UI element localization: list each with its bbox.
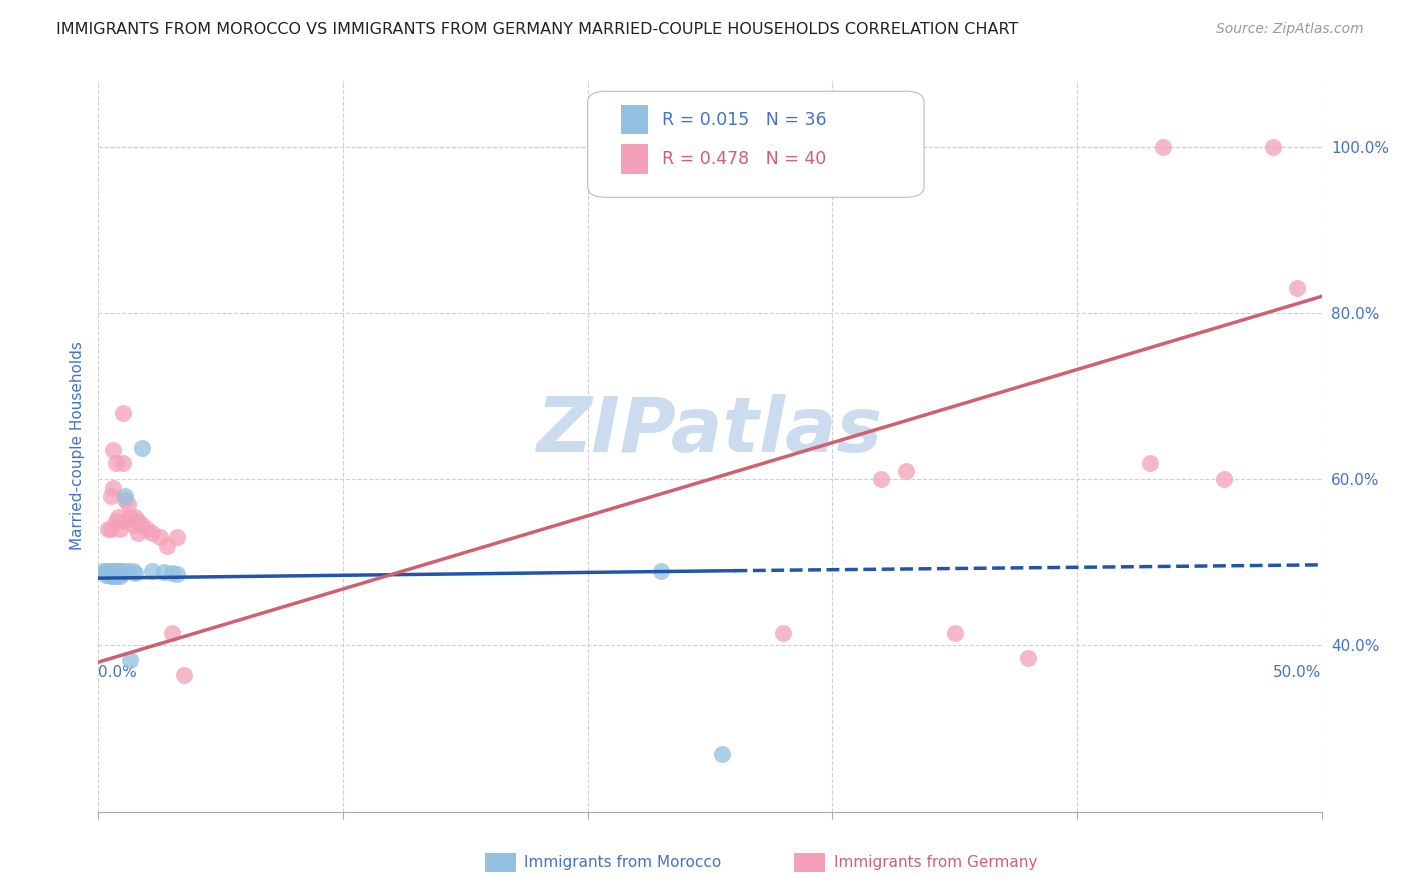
- Point: [160, 566, 183, 581]
- Point: [1152, 140, 1174, 154]
- Point: [160, 626, 183, 640]
- Point: [943, 626, 966, 640]
- Text: Immigrants from Morocco: Immigrants from Morocco: [524, 855, 721, 870]
- Point: [101, 564, 124, 578]
- Point: [104, 564, 127, 578]
- Text: Immigrants from Germany: Immigrants from Germany: [834, 855, 1038, 870]
- Point: [166, 567, 188, 582]
- Point: [100, 522, 122, 536]
- Point: [153, 566, 176, 580]
- Text: 50.0%: 50.0%: [1274, 665, 1322, 681]
- Point: [114, 493, 136, 508]
- Point: [117, 497, 139, 511]
- Point: [107, 566, 129, 580]
- Point: [772, 626, 794, 640]
- Point: [110, 522, 132, 536]
- Point: [136, 522, 159, 536]
- Point: [110, 564, 132, 578]
- Point: [97, 564, 120, 578]
- Point: [131, 441, 153, 455]
- Point: [121, 518, 143, 533]
- Y-axis label: Married-couple Households: Married-couple Households: [69, 342, 84, 550]
- Point: [104, 569, 127, 583]
- Point: [117, 564, 139, 578]
- Point: [127, 526, 149, 541]
- Point: [1261, 140, 1284, 154]
- Point: [1286, 281, 1309, 295]
- Point: [127, 514, 149, 528]
- Point: [166, 530, 188, 544]
- Point: [111, 456, 134, 470]
- Point: [110, 568, 132, 582]
- Bar: [620, 145, 648, 174]
- Point: [104, 566, 127, 580]
- Point: [107, 509, 129, 524]
- Point: [110, 564, 132, 578]
- Point: [100, 564, 122, 578]
- Text: R = 0.015   N = 36: R = 0.015 N = 36: [662, 111, 827, 128]
- Point: [100, 568, 122, 582]
- Point: [107, 564, 129, 578]
- Text: IMMIGRANTS FROM MOROCCO VS IMMIGRANTS FROM GERMANY MARRIED-COUPLE HOUSEHOLDS COR: IMMIGRANTS FROM MOROCCO VS IMMIGRANTS FR…: [56, 22, 1018, 37]
- Text: Source: ZipAtlas.com: Source: ZipAtlas.com: [1216, 22, 1364, 37]
- Point: [100, 489, 122, 503]
- Point: [1139, 456, 1161, 470]
- Point: [104, 567, 127, 582]
- Point: [149, 530, 172, 544]
- Point: [111, 406, 134, 420]
- Point: [711, 747, 734, 761]
- Point: [124, 566, 146, 581]
- Point: [104, 514, 127, 528]
- Point: [101, 481, 124, 495]
- Point: [97, 522, 120, 536]
- Point: [114, 514, 136, 528]
- Point: [141, 564, 163, 578]
- Point: [114, 489, 136, 503]
- Point: [101, 443, 124, 458]
- Point: [131, 518, 153, 533]
- Point: [156, 539, 179, 553]
- Bar: [620, 105, 648, 134]
- Point: [1212, 472, 1234, 486]
- Point: [94, 567, 117, 582]
- Point: [110, 566, 132, 581]
- Point: [97, 566, 120, 580]
- Point: [94, 564, 117, 578]
- Point: [121, 564, 143, 578]
- Point: [650, 564, 672, 578]
- Point: [101, 566, 124, 580]
- Text: ZIPatlas: ZIPatlas: [537, 394, 883, 468]
- Point: [101, 567, 124, 582]
- Point: [894, 464, 917, 478]
- Point: [120, 509, 142, 524]
- Point: [120, 652, 142, 666]
- Point: [870, 472, 893, 486]
- Point: [104, 456, 127, 470]
- Point: [111, 566, 134, 581]
- Text: 0.0%: 0.0%: [98, 665, 138, 681]
- Point: [141, 526, 163, 541]
- Text: R = 0.478   N = 40: R = 0.478 N = 40: [662, 150, 827, 168]
- Point: [107, 564, 129, 578]
- Point: [173, 667, 195, 681]
- Point: [97, 567, 120, 582]
- Point: [91, 564, 114, 578]
- Point: [94, 566, 117, 580]
- Point: [111, 564, 134, 578]
- Point: [101, 569, 124, 583]
- Point: [1017, 651, 1039, 665]
- Point: [124, 509, 146, 524]
- FancyBboxPatch shape: [588, 91, 924, 197]
- Point: [100, 566, 122, 581]
